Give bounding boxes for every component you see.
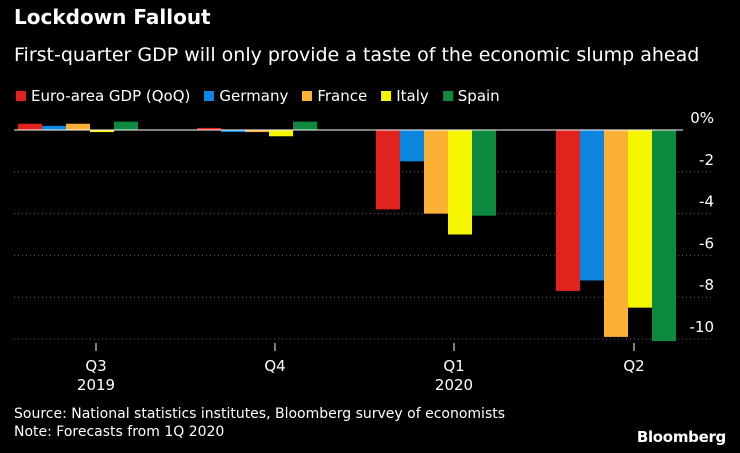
legend: Euro-area GDP (QoQ) Germany France Italy… <box>16 87 514 105</box>
legend-label-euro-area: Euro-area GDP (QoQ) <box>31 87 191 105</box>
chart-subtitle: First-quarter GDP will only provide a ta… <box>14 44 700 66</box>
legend-swatch-italy <box>381 91 392 101</box>
bar <box>376 130 400 210</box>
y-tick-label: -6 <box>699 234 714 252</box>
legend-swatch-euro-area <box>16 91 26 101</box>
y-tick-label: -10 <box>690 318 715 336</box>
x-tick-label: Q1 <box>443 357 464 375</box>
bloomberg-logo: Bloomberg <box>636 428 726 446</box>
bar <box>628 130 652 308</box>
bar <box>221 130 245 133</box>
bar <box>472 130 496 216</box>
bar <box>114 121 138 130</box>
bar <box>652 130 676 342</box>
y-tick-label: -2 <box>699 151 714 169</box>
bar <box>400 130 424 162</box>
bar <box>245 130 269 133</box>
y-tick-label: 0% <box>690 109 714 127</box>
bar <box>66 123 90 130</box>
bar <box>269 130 293 137</box>
bar <box>42 125 66 130</box>
bar <box>448 130 472 235</box>
bar <box>580 130 604 281</box>
legend-swatch-germany <box>204 91 215 101</box>
legend-item-france: France <box>302 87 367 105</box>
legend-swatch-france <box>302 91 313 101</box>
x-tick-label: Q4 <box>264 357 285 375</box>
bar <box>197 127 221 130</box>
y-tick-label: -8 <box>699 276 714 294</box>
bar <box>90 130 114 133</box>
legend-label-italy: Italy <box>396 87 429 105</box>
legend-item-germany: Germany <box>204 87 288 105</box>
x-tick-label: Q2 <box>623 357 644 375</box>
legend-label-spain: Spain <box>457 87 500 105</box>
legend-item-italy: Italy <box>381 87 429 105</box>
bar <box>604 130 628 337</box>
footnote: Source: National statistics institutes, … <box>14 405 505 441</box>
bar <box>293 121 317 130</box>
source-text: Source: National statistics institutes, … <box>14 406 506 422</box>
x-tick-label: Q3 <box>85 357 106 375</box>
legend-item-spain: Spain <box>442 87 500 105</box>
chart-title: Lockdown Fallout <box>14 5 211 29</box>
bar <box>424 130 448 214</box>
y-tick-label: -4 <box>699 193 714 211</box>
legend-label-germany: Germany <box>219 87 289 105</box>
legend-label-france: France <box>317 87 368 105</box>
x-tick-sublabel: 2020 <box>435 376 473 394</box>
legend-item-euro-area: Euro-area GDP (QoQ) <box>16 87 190 105</box>
note-text: Note: Forecasts from 1Q 2020 <box>14 424 225 440</box>
bar <box>18 123 42 130</box>
x-tick-sublabel: 2019 <box>77 376 115 394</box>
legend-swatch-spain <box>442 91 453 101</box>
bar <box>556 130 580 291</box>
